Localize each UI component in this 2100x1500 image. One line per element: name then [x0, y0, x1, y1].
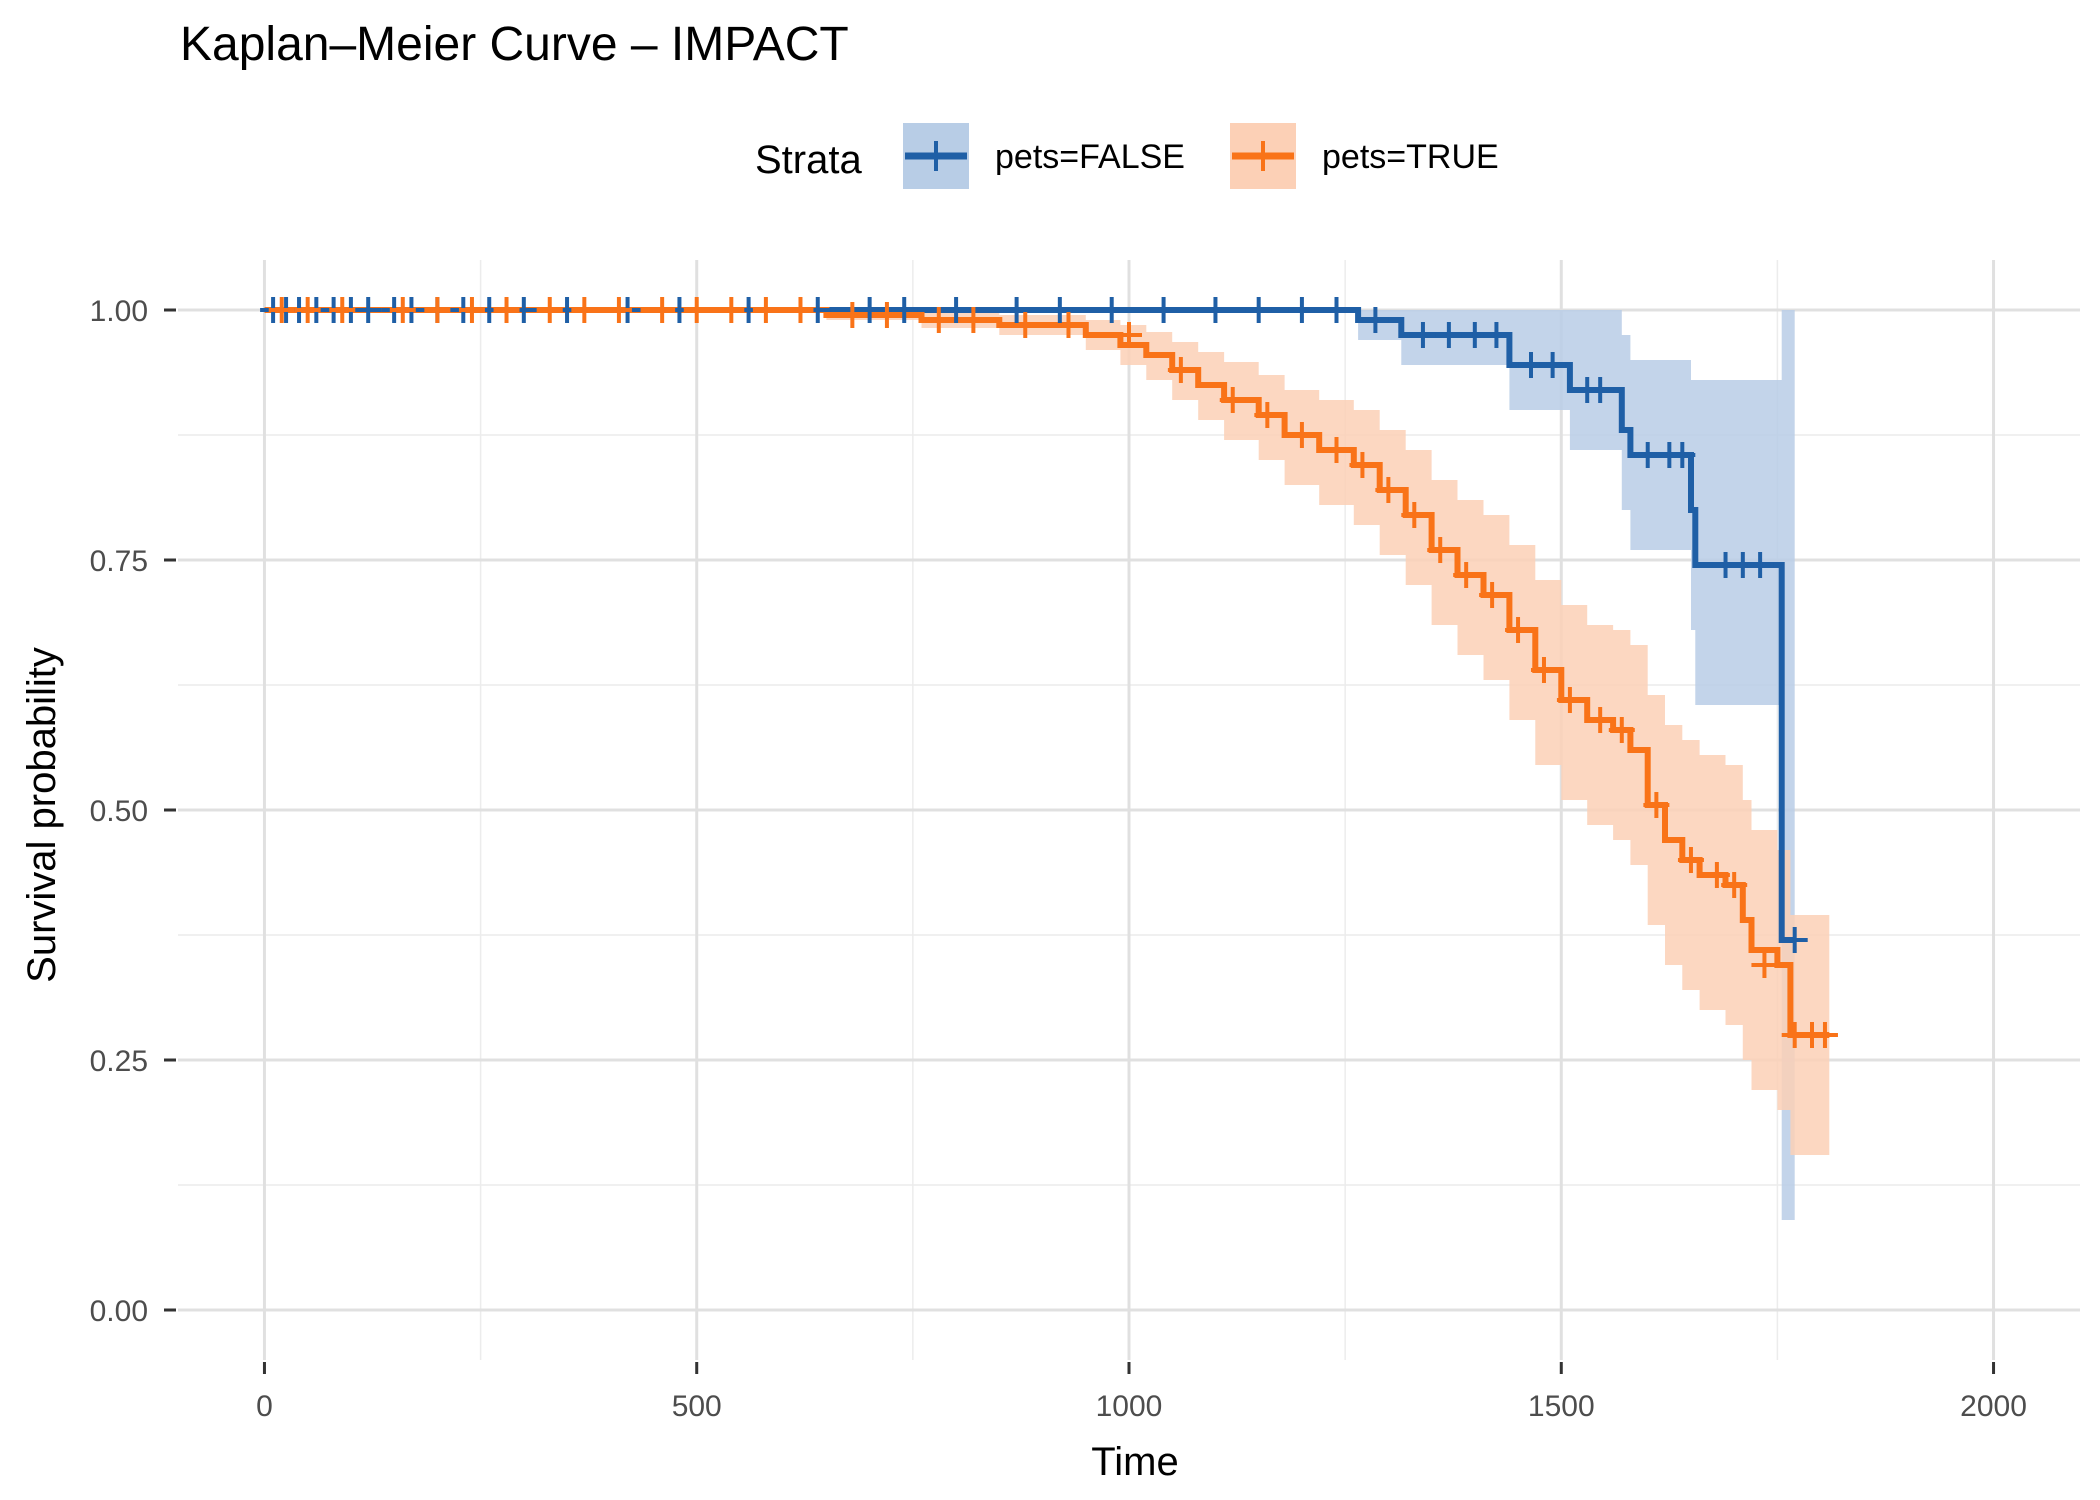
legend-entry-pets-true: pets=TRUE [1230, 123, 1499, 189]
censor-mark-pets-true [1677, 847, 1704, 873]
censor-mark-pets-false [1288, 297, 1315, 323]
censor-mark-pets-true [1811, 1022, 1838, 1048]
censor-mark-pets-false [1409, 322, 1436, 348]
y-tick-label: 0.75 [90, 545, 148, 578]
censor-mark-pets-true [329, 297, 356, 323]
censor-mark-pets-true [1721, 872, 1748, 898]
censor-mark-pets-false [1747, 552, 1774, 578]
legend-title: Strata [755, 138, 862, 182]
y-tick-label: 0.25 [90, 1045, 148, 1078]
censor-mark-pets-true [1587, 707, 1614, 733]
censor-marks [260, 297, 1838, 1048]
y-axis-label: Survival probability [20, 647, 64, 983]
x-axis-label: Time [1091, 1440, 1178, 1484]
censor-mark-pets-false [1150, 297, 1177, 323]
censor-mark-pets-false [1245, 297, 1272, 323]
censor-mark-pets-true [873, 302, 900, 328]
curve-pets-false [264, 307, 1795, 943]
censor-mark-pets-true [1556, 687, 1583, 713]
legend-entry-pets-false: pets=FALSE [903, 123, 1185, 189]
censor-mark-pets-false [1046, 297, 1073, 323]
censor-mark-pets-true [787, 297, 814, 323]
censor-mark-pets-false [891, 297, 918, 323]
censor-mark-pets-true [268, 297, 295, 323]
band-pets-true [264, 310, 1830, 1155]
censor-mark-pets-true [1055, 312, 1082, 338]
censor-mark-pets-true [1167, 357, 1194, 383]
censor-mark-pets-true [1453, 562, 1480, 588]
censor-mark-pets-true [1254, 402, 1281, 428]
censor-mark-pets-true [1530, 657, 1557, 683]
censor-mark-pets-false [1669, 442, 1696, 468]
censor-mark-pets-true [458, 297, 485, 323]
censor-mark-pets-true [839, 302, 866, 328]
x-tick-label: 1500 [1528, 1390, 1595, 1423]
censor-mark-pets-true [1323, 437, 1350, 463]
censor-mark-pets-true [1219, 387, 1246, 413]
confidence-bands [264, 310, 1830, 1220]
chart-title: Kaplan–Meier Curve – IMPACT [180, 18, 849, 71]
censor-mark-pets-true [1505, 617, 1532, 643]
axes: 0.00 0.25 0.50 0.75 1.00 0 500 1000 1500 2000 [90, 295, 2027, 1423]
censor-mark-pets-true [536, 297, 563, 323]
censor-mark-pets-false [1587, 377, 1614, 403]
censor-mark-pets-false [1323, 297, 1350, 323]
x-tick-label: 1000 [1096, 1390, 1163, 1423]
legend: Strata pets=FALSE pets=TRUE [755, 123, 1499, 189]
censor-mark-pets-true [1375, 477, 1402, 503]
censor-mark-pets-true [605, 297, 632, 323]
censor-mark-pets-false [1435, 322, 1462, 348]
censor-mark-pets-true [649, 297, 676, 323]
censor-mark-pets-false [1362, 307, 1389, 333]
censor-mark-pets-true [1401, 502, 1428, 528]
censor-mark-pets-false [1539, 352, 1566, 378]
censor-mark-pets-false [856, 297, 883, 323]
y-tick-label: 0.00 [90, 1295, 148, 1328]
censor-mark-pets-true [1116, 322, 1142, 348]
censor-mark-pets-false [943, 297, 970, 323]
censor-mark-pets-true [1349, 452, 1376, 478]
censor-mark-pets-true [1751, 952, 1778, 978]
censor-mark-pets-true [1643, 792, 1670, 818]
censor-mark-pets-true [1479, 582, 1506, 608]
censor-mark-pets-true [424, 297, 451, 323]
legend-label-pets-true: pets=TRUE [1322, 138, 1499, 176]
censor-mark-pets-true [571, 297, 598, 323]
censor-mark-pets-true [294, 297, 321, 323]
x-tick-label: 0 [256, 1390, 273, 1423]
x-tick-label: 500 [672, 1390, 722, 1423]
censor-mark-pets-true [1427, 537, 1454, 563]
censor-mark-pets-false [1202, 297, 1229, 323]
x-tick-label: 2000 [1960, 1390, 2027, 1423]
censor-mark-pets-true [1288, 422, 1315, 448]
censor-mark-pets-true [960, 307, 987, 333]
censor-mark-pets-false [1781, 927, 1808, 953]
y-tick-label: 0.50 [90, 795, 148, 828]
censor-mark-pets-false [1098, 297, 1125, 323]
censor-mark-pets-true [752, 297, 779, 323]
censor-mark-pets-true [1608, 717, 1635, 743]
legend-label-pets-false: pets=FALSE [995, 138, 1185, 176]
y-tick-label: 1.00 [90, 295, 148, 328]
censor-mark-pets-false [1483, 322, 1510, 348]
censor-mark-pets-true [1012, 312, 1039, 338]
censor-mark-pets-true [493, 297, 520, 323]
censor-mark-pets-false [1003, 297, 1030, 323]
censor-mark-pets-true [389, 297, 416, 323]
censor-mark-pets-true [1703, 862, 1730, 888]
censor-mark-pets-true [718, 297, 745, 323]
censor-mark-pets-false [355, 297, 382, 323]
censor-mark-pets-true [683, 297, 710, 323]
band-pets-false [264, 310, 1795, 1220]
censor-mark-pets-true [925, 307, 952, 333]
